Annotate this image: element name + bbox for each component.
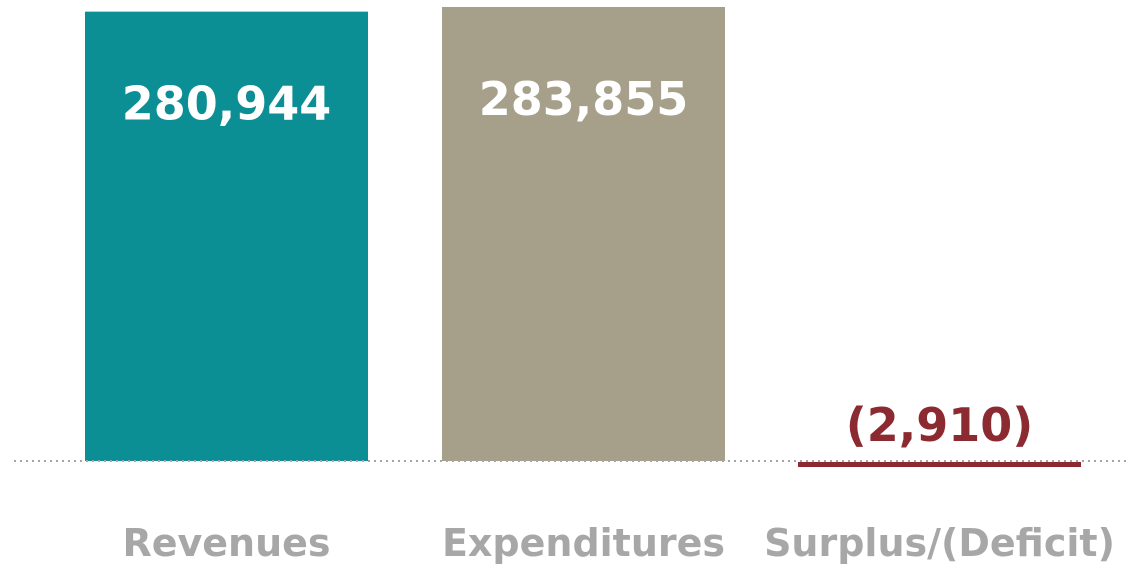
value-label-revenues: 280,944 [122, 77, 332, 131]
category-label-revenues: Revenues [122, 521, 330, 565]
bar-surplus-deficit [798, 462, 1081, 467]
category-labels: Revenues Expenditures Surplus/(Deficit) [122, 521, 1114, 565]
bar-expenditures [442, 7, 725, 461]
category-label-expenditures: Expenditures [442, 521, 725, 565]
value-label-surplus-deficit: (2,910) [846, 398, 1034, 452]
value-labels: 280,944 283,855 (2,910) [122, 72, 1034, 452]
category-label-surplus-deficit: Surplus/(Deficit) [764, 521, 1115, 565]
bar-revenues [85, 11, 368, 461]
bars [85, 7, 1081, 467]
value-label-expenditures: 283,855 [479, 72, 689, 126]
